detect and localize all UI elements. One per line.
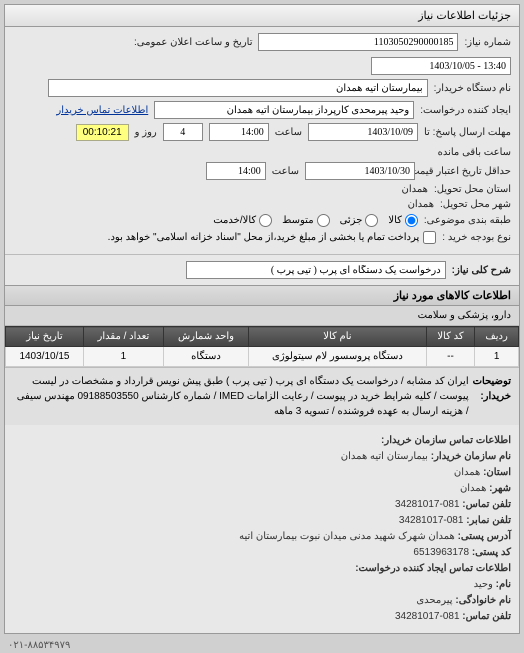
remaining-label: ساعت باقی مانده [438,147,511,158]
fn-l: نام: [496,579,511,590]
need-title-input[interactable] [186,261,446,279]
col-qty: تعداد / مقدار [83,327,163,347]
ln: پیرمحدی [416,595,452,606]
pub-date-input[interactable] [371,57,511,75]
goods-section-title: اطلاعات کالاهای مورد نیاز [5,285,519,306]
table-header-row: ردیف کد کالا نام کالا واحد شمارش تعداد /… [6,327,519,347]
goods-table: ردیف کد کالا نام کالا واحد شمارش تعداد /… [5,326,519,367]
delivery-prov: همدان [208,184,428,195]
delivery-prov-label: استان محل تحویل: [434,184,511,195]
requester-label: ایجاد کننده درخواست: [420,105,511,116]
buyer-org-input[interactable] [48,79,428,97]
tel: 081-34281017 [395,499,460,510]
requester-input[interactable] [154,101,414,119]
contact-block: اطلاعات تماس سازمان خریدار: نام سازمان خ… [5,425,519,633]
countdown-timer: 00:10:21 [76,124,129,141]
deadline-time-input[interactable] [209,123,269,141]
radio-medium[interactable]: متوسط [282,214,329,227]
deadline-date-input[interactable] [308,123,418,141]
cell-unit: دستگاه [163,347,248,367]
tab-header: جزئیات اطلاعات نیاز [5,5,519,27]
validity-label: حداقل تاریخ اعتبار قیمت: تا تاریخ: [421,166,511,177]
req-contact-title: اطلاعات تماس ایجاد کننده درخواست: [355,563,511,574]
pack-label: طبقه بندی موضوعی: [424,215,511,226]
col-name: نام کالا [249,327,427,347]
tab-title: جزئیات اطلاعات نیاز [418,10,511,22]
post-l: کد پستی: [472,547,511,558]
delivery-city: همدان [214,199,434,210]
ln-l: نام خانوادگی: [455,595,511,606]
post: 6513963178 [413,547,469,558]
form-area: شماره نیاز: تاریخ و ساعت اعلان عمومی: نا… [5,27,519,254]
city: همدان [460,483,486,494]
fax: 081-34281017 [399,515,464,526]
radio-goods-service-input[interactable] [259,214,272,227]
cell-code: -- [426,347,475,367]
prov: همدان [454,467,480,478]
purchase-checkbox-wrap: پرداخت تمام یا بخشی از مبلغ خرید،از محل … [108,231,437,244]
col-code: کد کالا [426,327,475,347]
validity-time-label: ساعت [272,166,299,177]
fn: وحید [474,579,493,590]
radio-partial[interactable]: جزئی [340,214,379,227]
deadline-label: مهلت ارسال پاسخ: تا [424,127,511,138]
cell-qty: 1 [83,347,163,367]
cell-date: 1403/10/15 [6,347,84,367]
tel-l: تلفن تماس: [462,499,511,510]
cell-idx: 1 [475,347,519,367]
cell-name: دستگاه پروسسور لام سیتولوژی [249,347,427,367]
goods-category: دارو، پزشکی و سلامت [5,306,519,326]
addr: همدان شهرک شهید مدنی میدان نبوت بیمارستا… [239,531,455,542]
details-panel: جزئیات اطلاعات نیاز شماره نیاز: تاریخ و … [4,4,520,634]
buyer-note-block: توضیحات خریدار: ایران کد مشابه / درخواست… [5,367,519,425]
radio-goods[interactable]: کالا [388,214,418,227]
pub-date-label: تاریخ و ساعت اعلان عمومی: [134,37,253,48]
org-name: بیمارستان اتیه همدان [341,451,428,462]
city-l: شهر: [489,483,511,494]
days-label: روز و [135,127,157,138]
fax-l: تلفن نمابر: [466,515,511,526]
org-contact-title: اطلاعات تماس سازمان خریدار: [381,435,511,446]
rtel-l: تلفن تماس: [462,611,511,622]
radio-goods-input[interactable] [405,214,418,227]
days-input[interactable] [163,123,203,141]
col-date: تاریخ نیاز [6,327,84,347]
contact-link[interactable]: اطلاعات تماس خریدار [56,105,148,116]
delivery-city-label: شهر محل تحویل: [440,199,511,210]
addr-l: آدرس پستی: [458,531,511,542]
req-no-input[interactable] [258,33,458,51]
req-no-label: شماره نیاز: [464,37,511,48]
pack-radio-group: کالا جزئی متوسط کالا/خدمت [213,214,418,227]
col-unit: واحد شمارش [163,327,248,347]
buyer-org-label: نام دستگاه خریدار: [434,83,511,94]
org-name-l: نام سازمان خریدار: [431,451,511,462]
rtel: 081-34281017 [395,611,460,622]
radio-partial-input[interactable] [365,214,378,227]
buyer-note-text: ایران کد مشابه / درخواست یک دستگاه ای پر… [13,374,469,419]
col-row: ردیف [475,327,519,347]
table-row[interactable]: 1 -- دستگاه پروسسور لام سیتولوژی دستگاه … [6,347,519,367]
validity-time-input[interactable] [206,162,266,180]
prov-l: استان: [483,467,511,478]
need-title-label: شرح کلی نیاز: [452,265,511,276]
validity-date-input[interactable] [305,162,415,180]
deadline-time-label: ساعت [275,127,302,138]
purchase-note: پرداخت تمام یا بخشی از مبلغ خرید،از محل … [108,232,420,243]
buyer-note-label: توضیحات خریدار: [473,374,511,419]
radio-goods-service[interactable]: کالا/خدمت [213,214,272,227]
radio-medium-input[interactable] [317,214,330,227]
purchase-checkbox[interactable] [423,231,436,244]
footer-phone: ۰۲۱-۸۸۵۳۴۹۷۹ [0,638,524,653]
purchase-type-label: نوع بودجه خرید : [442,232,511,243]
